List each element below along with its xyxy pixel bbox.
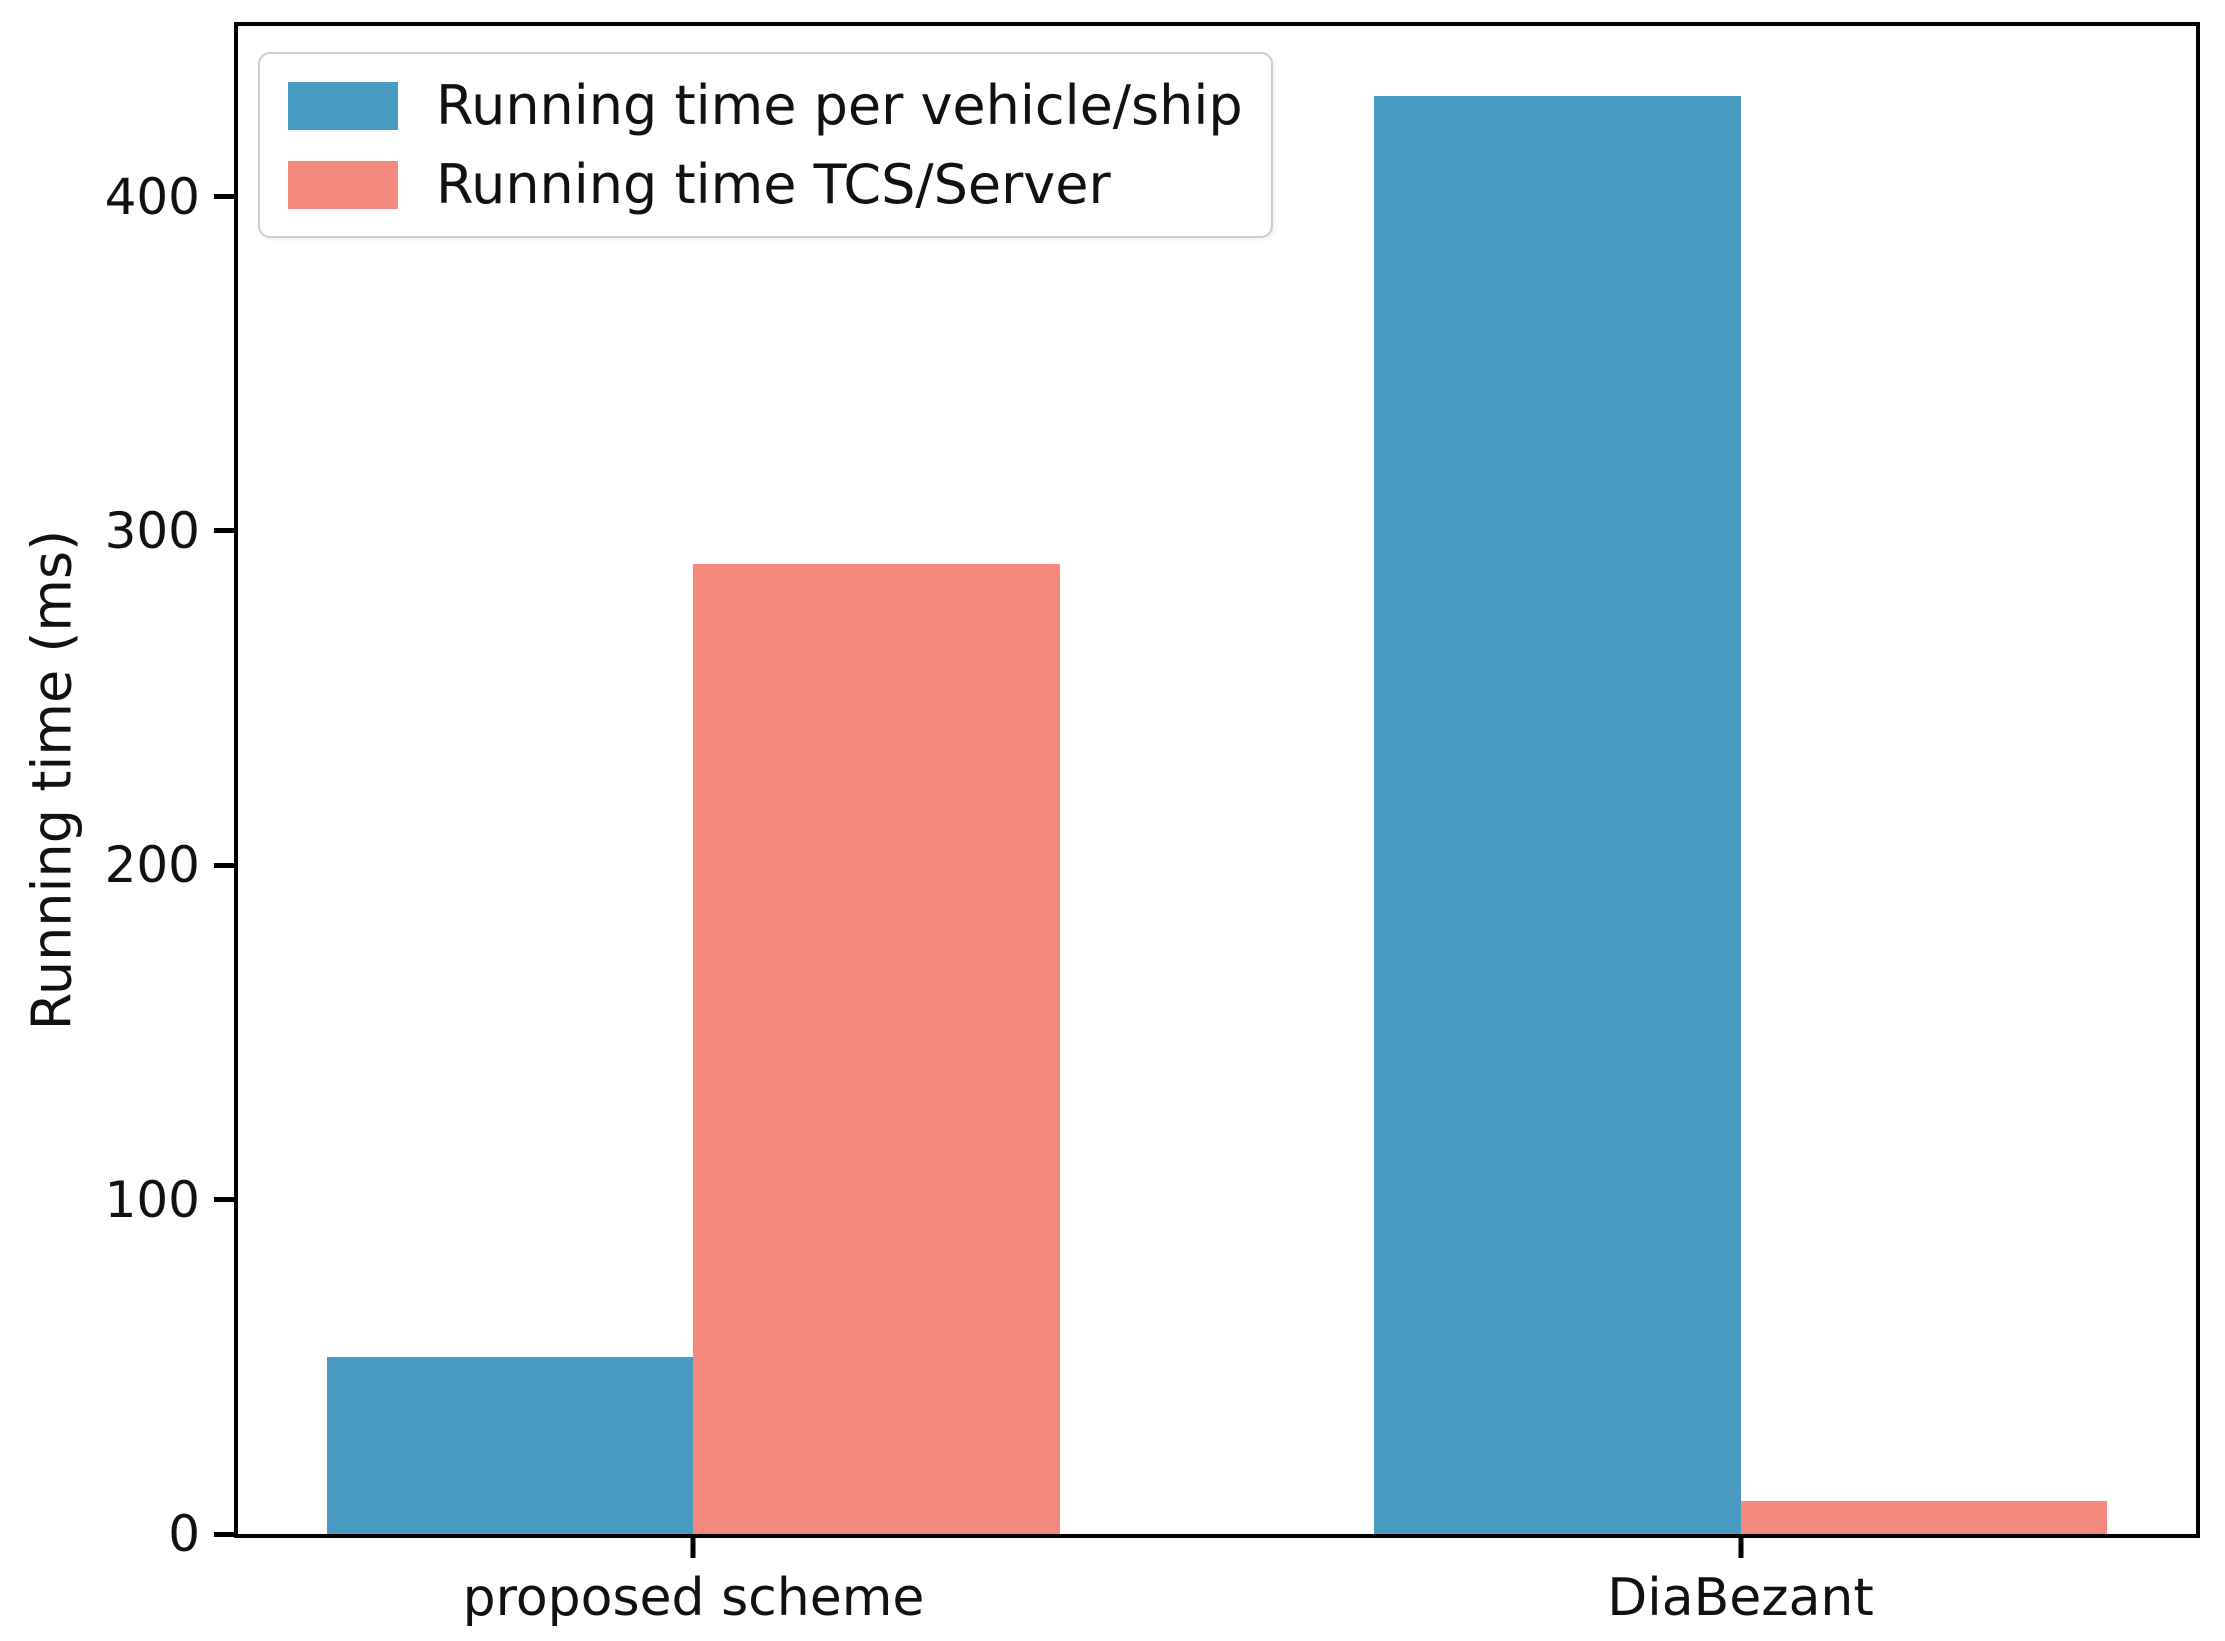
y-tick-mark — [214, 194, 234, 200]
legend-swatch — [288, 81, 398, 130]
bar-proposed-scheme-running-time-tcs-server — [693, 564, 1060, 1534]
plot-area: Running time per vehicle/ship Running tim… — [105, 22, 2200, 1628]
x-tick-label-proposed-scheme: proposed scheme — [462, 1568, 925, 1628]
legend-swatch — [288, 160, 398, 209]
x-tick-mark — [1738, 1538, 1744, 1558]
y-tick-mark — [214, 1197, 234, 1203]
y-tick-label: 200 — [104, 836, 200, 895]
legend-item-running-time-per-vehicle-ship: Running time per vehicle/ship — [288, 74, 1243, 137]
y-tick-label: 400 — [104, 167, 200, 226]
legend: Running time per vehicle/ship Running tim… — [258, 52, 1273, 238]
bar-diabezant-running-time-per-vehicle-ship — [1374, 96, 1741, 1534]
y-tick-mark — [214, 528, 234, 534]
y-tick-label: 0 — [168, 1505, 200, 1563]
x-tick-mark — [690, 1538, 696, 1558]
bar-diabezant-running-time-tcs-server — [1740, 1500, 2107, 1534]
bar-proposed-scheme-running-time-per-vehicle-ship — [327, 1356, 694, 1534]
legend-label: Running time TCS/Server — [436, 153, 1111, 216]
y-axis-label: Running time (ms) — [20, 529, 84, 1031]
y-tick-label: 100 — [104, 1170, 200, 1229]
legend-label: Running time per vehicle/ship — [436, 74, 1243, 137]
y-tick-mark — [214, 862, 234, 868]
y-tick-mark — [214, 1531, 234, 1537]
x-tick-label-diabezant: DiaBezant — [1607, 1568, 1874, 1628]
legend-item-running-time-tcs-server: Running time TCS/Server — [288, 153, 1243, 216]
y-tick-label: 300 — [104, 501, 200, 560]
